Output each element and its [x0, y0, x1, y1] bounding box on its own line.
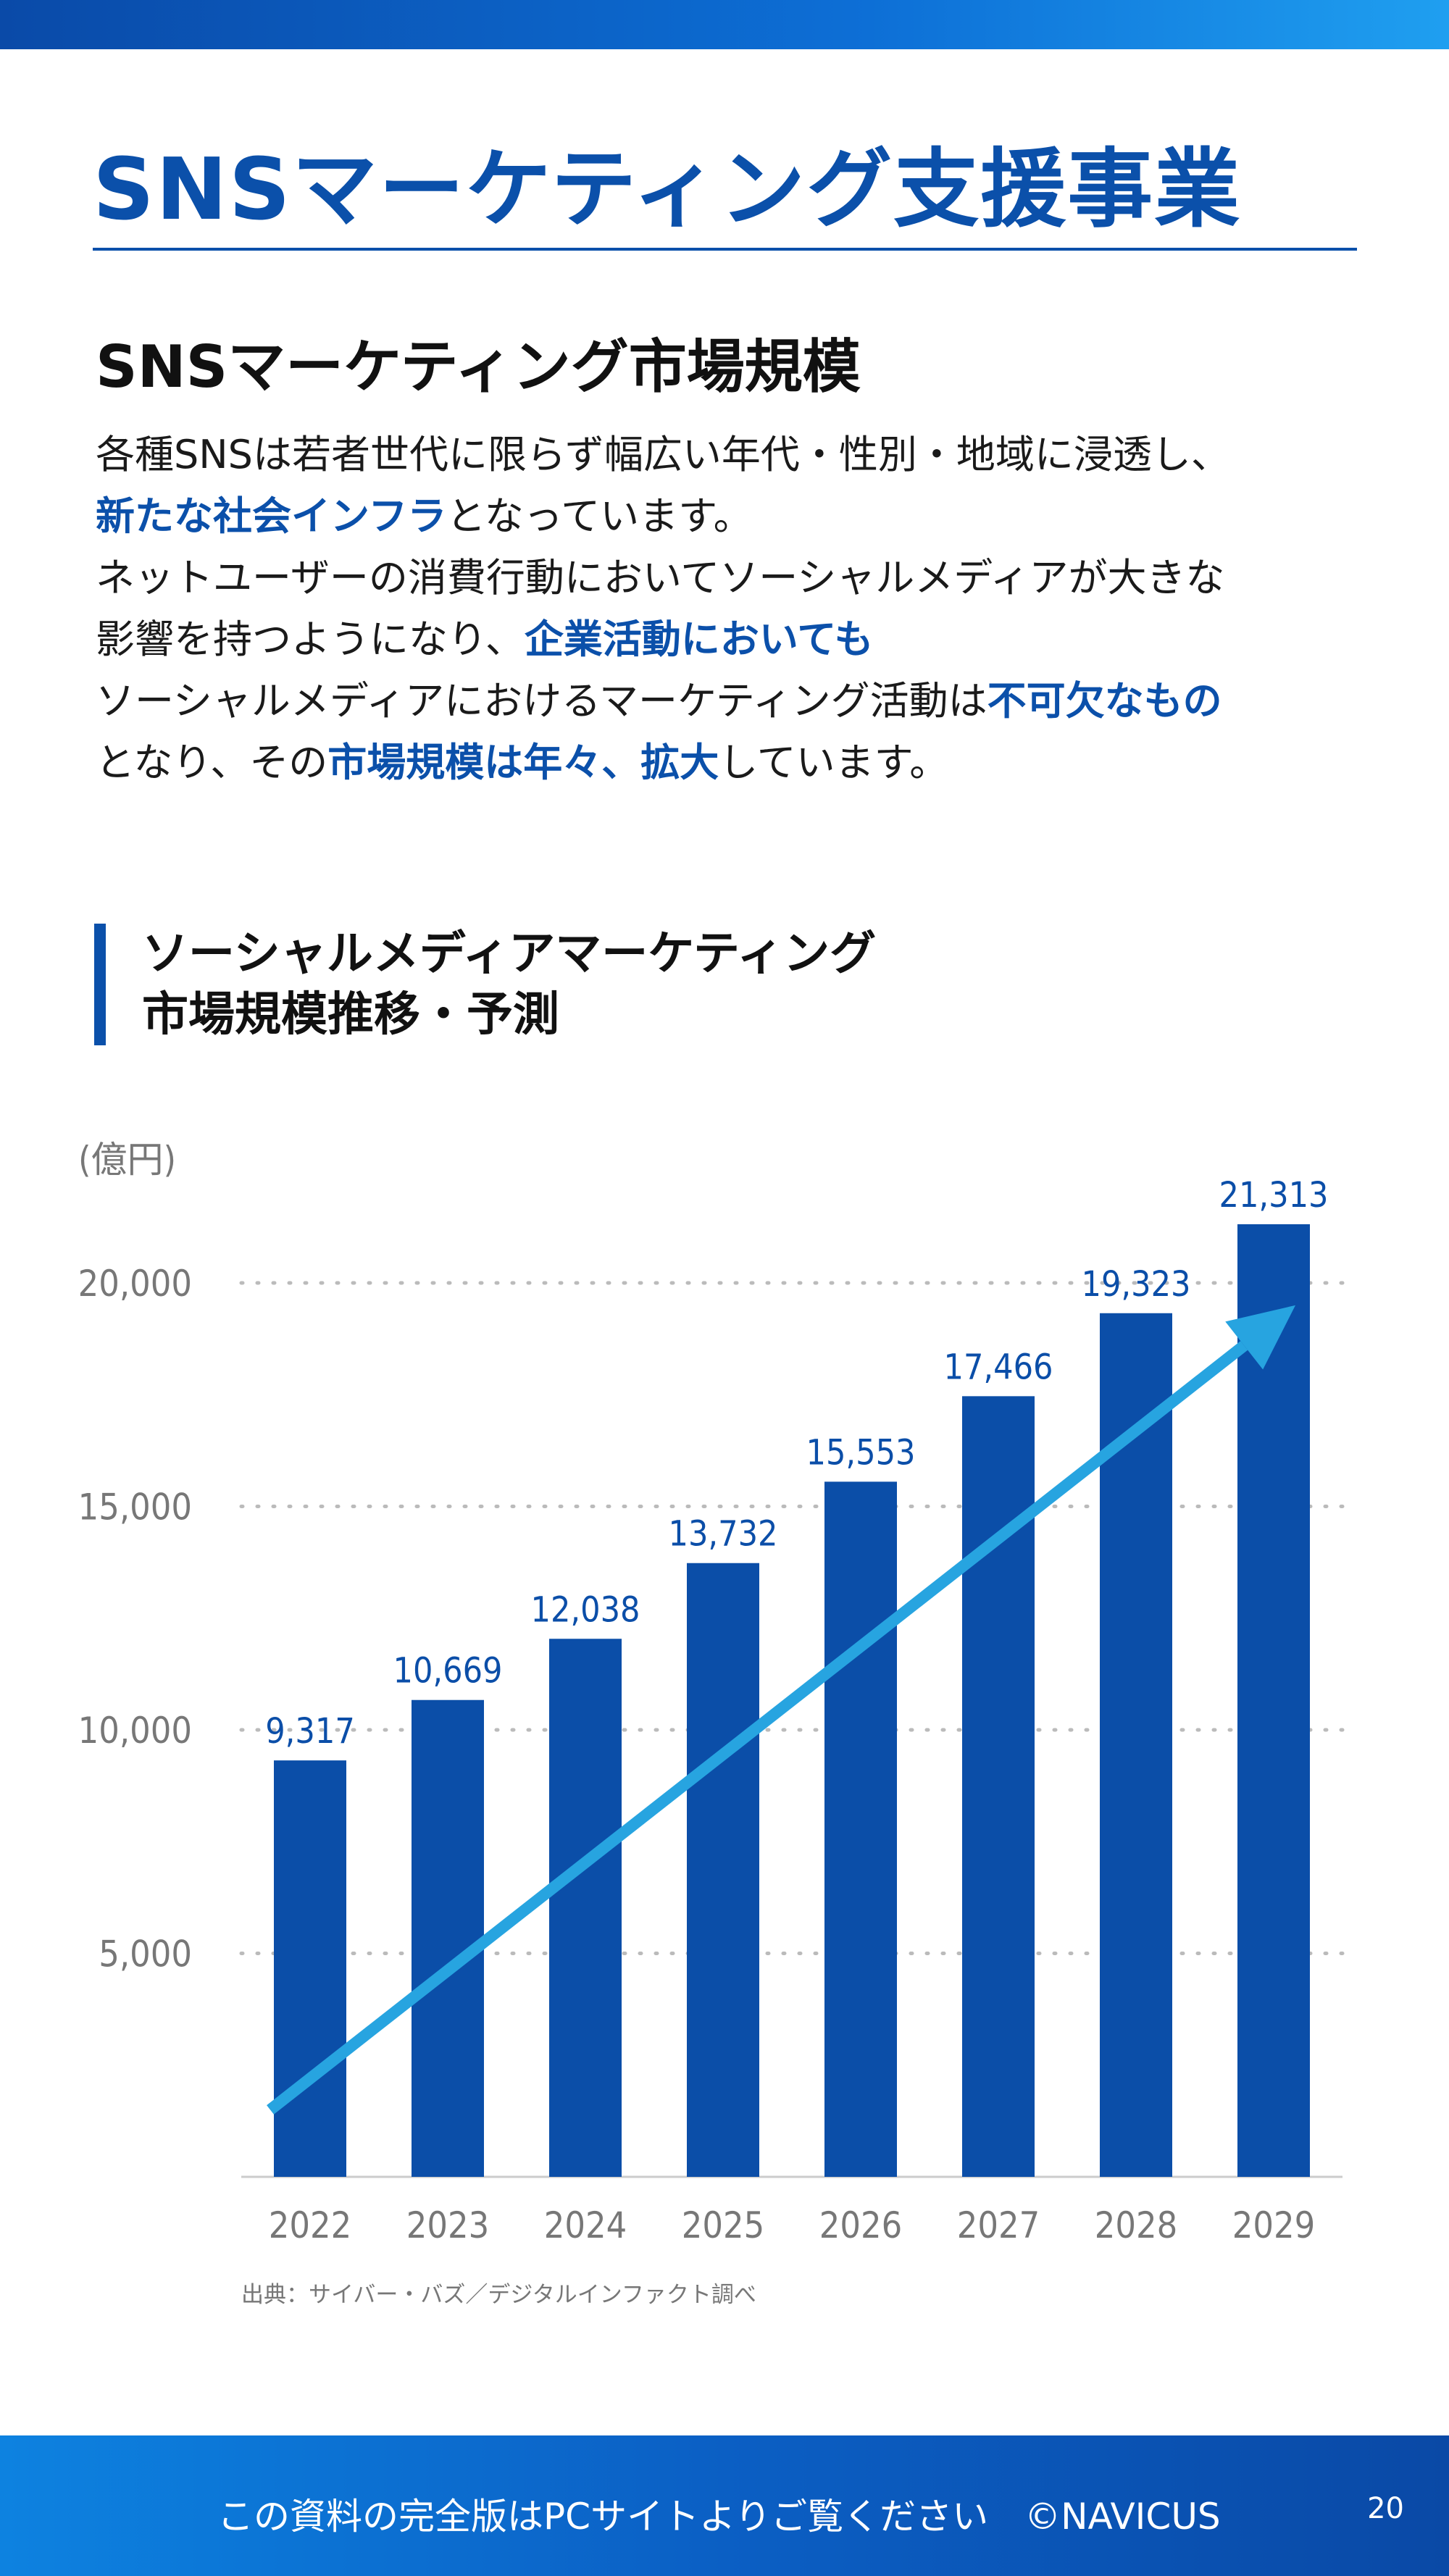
x-tick-label: 2022 — [269, 2204, 351, 2246]
highlighted-phrase: 企業活動においても — [524, 616, 874, 662]
paragraph-text: 影響を持つようになり、 — [96, 616, 525, 662]
bar-value-label: 19,323 — [1081, 1264, 1190, 1305]
paragraph-text: となり、その — [96, 740, 328, 785]
x-tick-label: 2026 — [819, 2204, 902, 2246]
market-description: 各種SNSは若者世代に限らず幅広い年代・性別・地域に浸透し、 新たな社会インフラと… — [96, 424, 1385, 793]
source-note: 出典：サイバー・バズ／デジタルインファクト調べ — [241, 2282, 756, 2308]
bar-2024 — [549, 1639, 622, 2177]
bar-value-label: 10,669 — [393, 1651, 502, 1691]
paragraph-line: 新たな社会インフラとなっています。 — [96, 485, 1385, 547]
x-tick-label: 2024 — [544, 2204, 627, 2246]
paragraph-text: ネットユーザーの消費行動においてソーシャルメディアが大きな — [96, 555, 1225, 601]
y-tick-label: 10,000 — [78, 1710, 192, 1752]
title-divider — [93, 248, 1357, 251]
highlighted-phrase: 新たな社会インフラ — [96, 493, 447, 539]
bar-value-label: 21,313 — [1219, 1175, 1328, 1216]
paragraph-line: ソーシャルメディアにおけるマーケティング活動は不可欠なもの — [96, 670, 1385, 732]
x-tick-label: 2023 — [406, 2204, 489, 2246]
market-size-bar-chart: (億円) 5,000 10,000 15,000 20,000 9,317 2022 10,6… — [78, 1139, 1345, 2246]
paragraph-text: となっています。 — [446, 493, 753, 539]
paragraph-line: ネットユーザーの消費行動においてソーシャルメディアが大きな — [96, 547, 1385, 609]
trend-arrow-shaft — [267, 1341, 1248, 2115]
bar-value-label: 9,317 — [265, 1711, 355, 1752]
bar-2028 — [1100, 1313, 1172, 2177]
chart-heading-line-1: ソーシャルメディアマーケティング — [142, 927, 877, 981]
chart-heading: ソーシャルメディアマーケティング 市場規模推移・予測 — [94, 924, 876, 1045]
bar-value-label: 13,732 — [668, 1514, 777, 1555]
x-tick-label: 2029 — [1232, 2204, 1315, 2246]
x-tick-label: 2028 — [1095, 2204, 1177, 2246]
y-axis-unit-label: (億円) — [78, 1139, 176, 1181]
bar-2023 — [412, 1699, 484, 2177]
bar-2022 — [274, 1760, 346, 2177]
section-heading: SNSマーケティング市場規模 — [96, 333, 861, 401]
paragraph-text: ソーシャルメディアにおけるマーケティング活動は — [96, 678, 987, 724]
highlighted-phrase: 不可欠なもの — [987, 678, 1222, 724]
paragraph-line: 各種SNSは若者世代に限らず幅広い年代・性別・地域に浸透し、 — [96, 424, 1385, 485]
paragraph-line: となり、その市場規模は年々、拡大しています。 — [96, 732, 1385, 793]
y-tick-label: 20,000 — [78, 1263, 192, 1305]
bar-value-label: 15,553 — [806, 1432, 915, 1473]
highlighted-phrase: 市場規模は年々、拡大 — [327, 740, 719, 785]
bar-2026 — [824, 1481, 897, 2177]
bar-2025 — [687, 1563, 759, 2177]
trend-arrow-head — [1225, 1305, 1295, 1370]
footer-notice: この資料の完全版はPCサイトよりご覧ください ©NAVICUS — [217, 2496, 1221, 2538]
y-tick-label: 15,000 — [78, 1486, 192, 1529]
page-title: SNSマーケティング支援事業 — [93, 139, 1242, 239]
x-tick-label: 2027 — [957, 2204, 1040, 2246]
page-number: 20 — [1367, 2492, 1404, 2525]
chart-heading-line-2: 市場規模推移・予測 — [142, 988, 559, 1042]
bar-2029 — [1237, 1224, 1310, 2177]
paragraph-text: 各種SNSは若者世代に限らず幅広い年代・性別・地域に浸透し、 — [96, 432, 1230, 477]
top-accent-bar — [0, 0, 1449, 49]
x-tick-label: 2025 — [682, 2204, 764, 2246]
paragraph-line: 影響を持つようになり、企業活動においても — [96, 609, 1385, 670]
y-tick-label: 5,000 — [99, 1933, 192, 1975]
bar-value-label: 17,466 — [943, 1347, 1053, 1387]
footer-bar: この資料の完全版はPCサイトよりご覧ください ©NAVICUS 20 — [0, 2435, 1449, 2576]
paragraph-text: しています。 — [719, 740, 949, 785]
bar-value-label: 12,038 — [530, 1589, 640, 1630]
